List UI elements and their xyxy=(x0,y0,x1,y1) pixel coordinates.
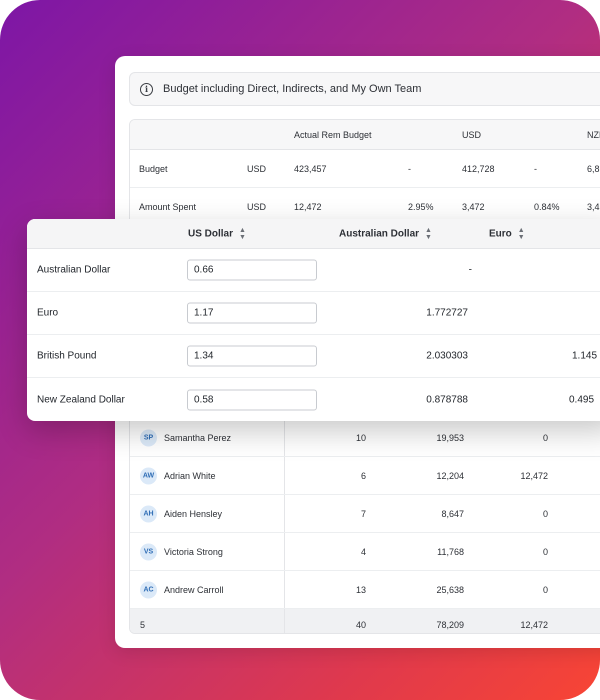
col-us-dollar[interactable]: US Dollar ▲ ▼ xyxy=(188,227,246,241)
column-divider xyxy=(284,609,285,633)
row-label: Budget xyxy=(139,163,168,174)
row-currency: USD xyxy=(247,163,267,174)
col-nzd[interactable]: NZD xyxy=(587,129,600,140)
usd-rate-input[interactable] xyxy=(187,259,317,281)
actual-pct: - xyxy=(408,163,411,174)
member-count: 10 xyxy=(355,432,366,443)
column-divider xyxy=(284,419,285,456)
table-row[interactable]: AH Aiden Hensley 7 8,647 0 xyxy=(130,495,600,533)
col-us-dollar-label: US Dollar xyxy=(188,228,234,240)
usd-value: 412,728 xyxy=(462,163,495,174)
member-spent: 12,472 xyxy=(520,470,548,481)
exchange-rate-card: US Dollar ▲ ▼ Australian Dollar ▲ ▼ Euro ▲ ▼ A… xyxy=(27,219,600,421)
nzd-value: 6,8 xyxy=(587,163,600,174)
member-amount: 11,768 xyxy=(437,546,464,557)
avatar: AW xyxy=(140,467,157,484)
member-amount: 25,638 xyxy=(436,584,464,595)
member-count: 4 xyxy=(360,546,366,557)
table-row[interactable]: SP Samantha Perez 10 19,953 0 xyxy=(130,419,600,457)
currency-name: Euro xyxy=(37,307,59,319)
member-amount: 12,204 xyxy=(436,470,464,481)
usd-rate-input[interactable] xyxy=(187,345,317,367)
column-divider xyxy=(284,571,285,608)
column-divider xyxy=(284,495,285,532)
usd-value: 3,472 xyxy=(462,201,485,212)
column-divider xyxy=(284,457,285,494)
member-amount: 8,647 xyxy=(441,508,464,519)
row-currency: USD xyxy=(247,201,267,212)
actual-pct: 2.95% xyxy=(408,201,434,212)
col-euro-label: Euro xyxy=(489,228,512,240)
exchange-table-header: US Dollar ▲ ▼ Australian Dollar ▲ ▼ Euro ▲ ▼ xyxy=(27,219,600,249)
usd-pct: 0.84% xyxy=(534,201,560,212)
member-count: 13 xyxy=(355,584,366,595)
member-spent: 0 xyxy=(542,546,548,557)
sort-icon[interactable]: ▲ ▼ xyxy=(517,226,525,241)
sort-icon[interactable]: ▲ ▼ xyxy=(425,226,432,241)
info-icon: i xyxy=(140,82,153,96)
total-spent: 12,472 xyxy=(520,619,548,630)
team-table: SP Samantha Perez 10 19,953 0 AW Adrian … xyxy=(129,418,600,634)
sort-icon[interactable]: ▲ ▼ xyxy=(239,226,246,241)
budget-table: Actual Rem Budget USD NZD Budget USD 423… xyxy=(129,119,600,239)
avatar: AC xyxy=(140,581,157,598)
member-name: Victoria Strong xyxy=(164,546,223,557)
banner-text: Budget including Direct, Indirects, and … xyxy=(163,83,422,95)
usd-rate-input[interactable] xyxy=(187,389,317,410)
col-australian-dollar[interactable]: Australian Dollar ▲ ▼ xyxy=(339,227,432,241)
member-count: 7 xyxy=(360,508,366,519)
avatar: AH xyxy=(140,505,157,522)
member-name: Adrian White xyxy=(164,470,216,481)
info-banner: i Budget including Direct, Indirects, an… xyxy=(129,72,600,106)
col-australian-dollar-label: Australian Dollar xyxy=(339,228,420,240)
row-label: Amount Spent xyxy=(139,201,197,212)
aud-rate: 0.878788 xyxy=(426,394,468,405)
budget-row: Budget USD 423,457 - 412,728 - 6,8 xyxy=(130,150,600,188)
member-amount: 19,953 xyxy=(436,432,464,443)
total-amount: 78,209 xyxy=(436,619,464,630)
table-row: New Zealand Dollar 0.878788 0.495 xyxy=(27,378,600,421)
member-count: 6 xyxy=(360,470,366,481)
budget-table-header: Actual Rem Budget USD NZD xyxy=(130,120,600,150)
member-spent: 0 xyxy=(542,432,548,443)
member-spent: 0 xyxy=(542,508,548,519)
aud-rate: 2.030303 xyxy=(426,350,468,362)
col-usd[interactable]: USD xyxy=(462,129,482,140)
actual-value: 12,472 xyxy=(294,201,322,212)
actual-value: 423,457 xyxy=(294,163,327,174)
nzd-value: 3,4 xyxy=(587,201,600,212)
table-row: Euro 1.772727 xyxy=(27,292,600,335)
currency-name: Australian Dollar xyxy=(37,264,111,276)
currency-name: New Zealand Dollar xyxy=(37,394,125,405)
aud-rate: 1.772727 xyxy=(426,307,468,319)
member-name: Andrew Carroll xyxy=(164,584,224,595)
member-name: Samantha Perez xyxy=(164,432,232,443)
table-row[interactable]: AC Andrew Carroll 13 25,638 0 xyxy=(130,571,600,609)
column-divider xyxy=(284,533,285,570)
eur-rate: 0.495 xyxy=(569,394,595,405)
table-row: Australian Dollar - xyxy=(27,249,600,292)
usd-rate-input[interactable] xyxy=(187,302,317,324)
col-actual-rem-budget[interactable]: Actual Rem Budget xyxy=(294,129,372,140)
col-euro[interactable]: Euro ▲ ▼ xyxy=(489,227,525,241)
avatar: VS xyxy=(140,543,157,560)
total-row: 5 40 78,209 12,472 xyxy=(130,609,600,633)
usd-pct: - xyxy=(534,163,537,174)
currency-name: British Pound xyxy=(37,350,97,362)
aud-rate: - xyxy=(468,264,472,276)
member-spent: 0 xyxy=(542,584,548,595)
total-label: 5 xyxy=(140,619,146,630)
table-row[interactable]: AW Adrian White 6 12,204 12,472 xyxy=(130,457,600,495)
member-name: Aiden Hensley xyxy=(164,508,223,519)
avatar: SP xyxy=(140,429,157,446)
table-row[interactable]: VS Victoria Strong 4 11,768 0 xyxy=(130,533,600,571)
total-count: 40 xyxy=(355,619,366,630)
eur-rate: 1.145 xyxy=(572,350,598,362)
table-row: British Pound 2.030303 1.145 xyxy=(27,335,600,378)
